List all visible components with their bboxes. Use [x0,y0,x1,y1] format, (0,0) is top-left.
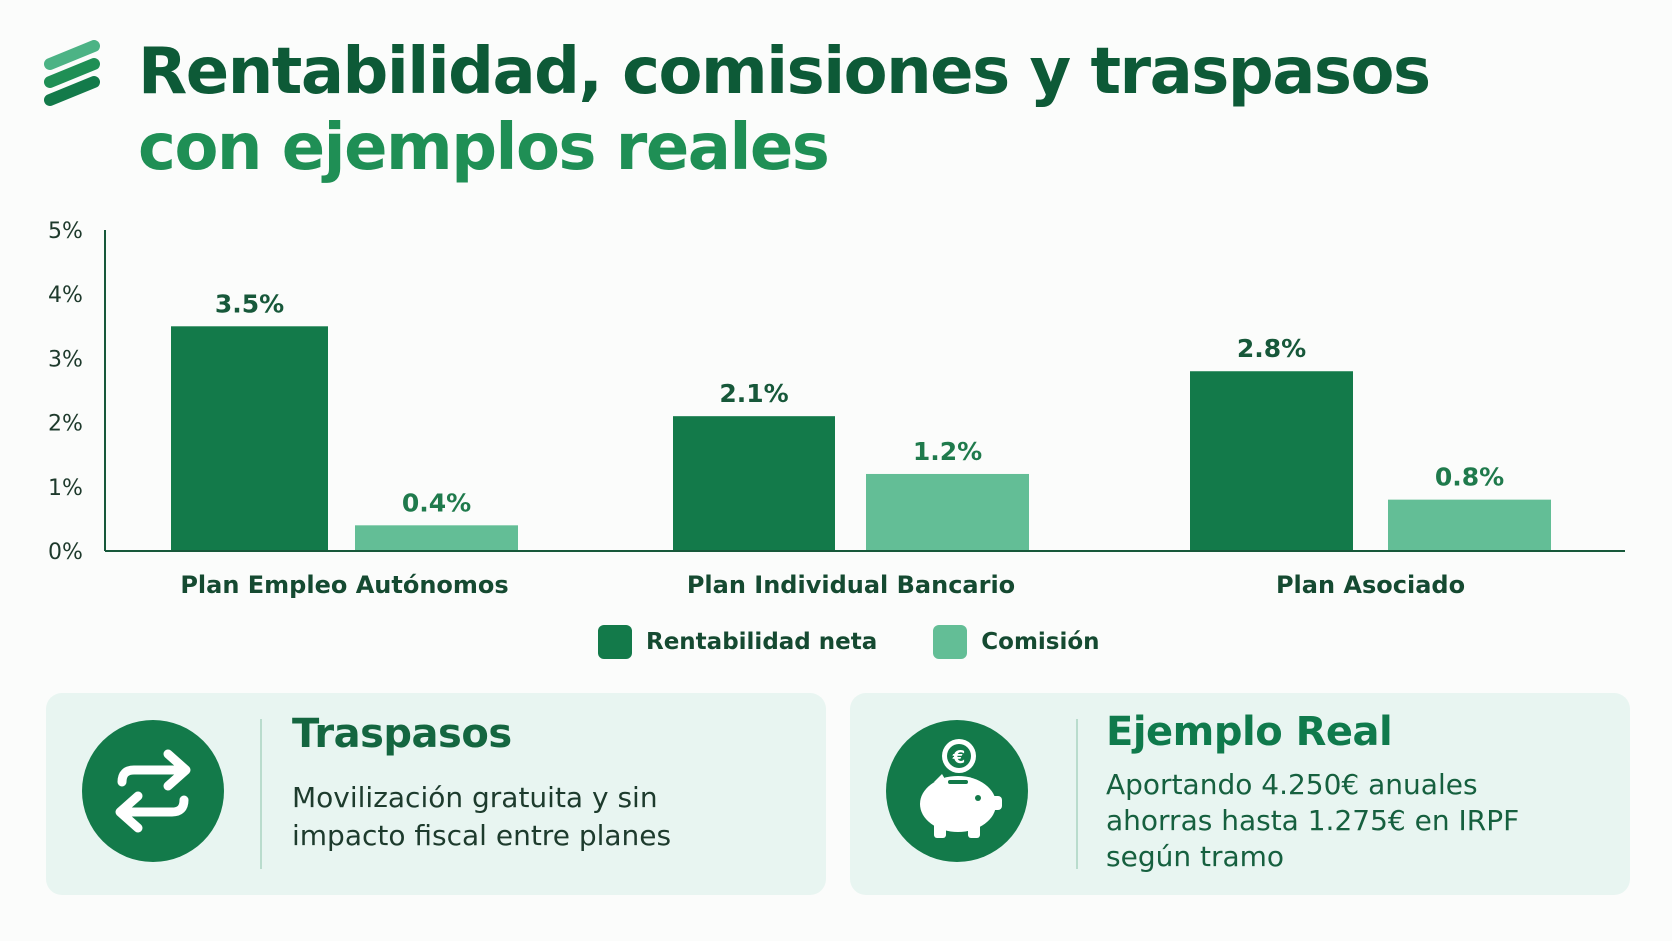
data-label: 0.8% [1435,463,1504,492]
swap-arrows-icon [82,720,224,862]
title-line-1: Rentabilidad, comisiones y traspasos [138,35,1431,109]
card-text-line: según tramo [1106,840,1285,873]
card-text-line: Movilización gratuita y sin [292,781,658,814]
data-label: 1.2% [913,437,982,466]
legend-label-comision: Comisión [981,629,1100,655]
y-tick-label: 2% [48,412,83,437]
card-divider [1076,719,1078,869]
bar-chart: 0% 1% 2% 3% 4% 5% 3.5% 0.4% 2.1% 1.2% 2.8% 0.8% Pl… [48,219,1625,599]
legend-swatch-rentabilidad [598,625,632,659]
legend-item-rentabilidad: Rentabilidad neta [598,625,877,659]
data-label: 2.1% [719,379,788,408]
svg-text:€: € [952,747,966,768]
piggy-bank-euro-icon: € [886,720,1028,862]
logo-icon [44,40,106,110]
card-divider [260,719,262,869]
bar [1190,371,1353,551]
legend-label-rentabilidad: Rentabilidad neta [646,629,878,655]
bar [355,525,518,551]
bar [866,473,1029,551]
bar [673,416,835,551]
card-text-line: Aportando 4.250€ anuales [1106,768,1478,801]
card-title: Ejemplo Real [1106,709,1393,755]
category-label: Plan Individual Bancario [687,571,1015,599]
card-text: Aportando 4.250€ anuales ahorras hasta 1… [1106,767,1626,875]
y-tick-label: 5% [48,219,83,244]
legend-item-comision: Comisión [933,625,1100,659]
page-title: Rentabilidad, comisiones y traspasos con… [138,34,1431,186]
data-label: 3.5% [215,289,284,318]
bar [171,326,328,551]
y-tick-label: 3% [48,347,83,372]
traspasos-card: Traspasos Movilización gratuita y sin im… [46,693,826,895]
ejemplo-real-card: € Ejemplo Real Aportando 4.250€ anuales … [850,693,1630,895]
card-text-line: ahorras hasta 1.275€ en IRPF [1106,804,1520,837]
legend-swatch-comision [933,625,968,659]
y-tick-label: 4% [48,283,83,308]
category-label: Plan Asociado [1276,571,1465,599]
card-text-line: impacto fiscal entre planes [292,819,672,852]
card-text: Movilización gratuita y sin impacto fisc… [292,779,812,855]
title-line-2: con ejemplos reales [138,111,830,185]
data-label: 2.8% [1237,334,1306,363]
y-tick-label: 1% [48,476,83,501]
y-tick-label: 0% [48,540,83,565]
data-label: 0.4% [402,488,471,517]
chart-legend: Rentabilidad neta Comisión [598,625,1156,659]
card-title: Traspasos [292,711,512,757]
category-label: Plan Empleo Autónomos [180,571,508,599]
bar [1388,499,1551,551]
